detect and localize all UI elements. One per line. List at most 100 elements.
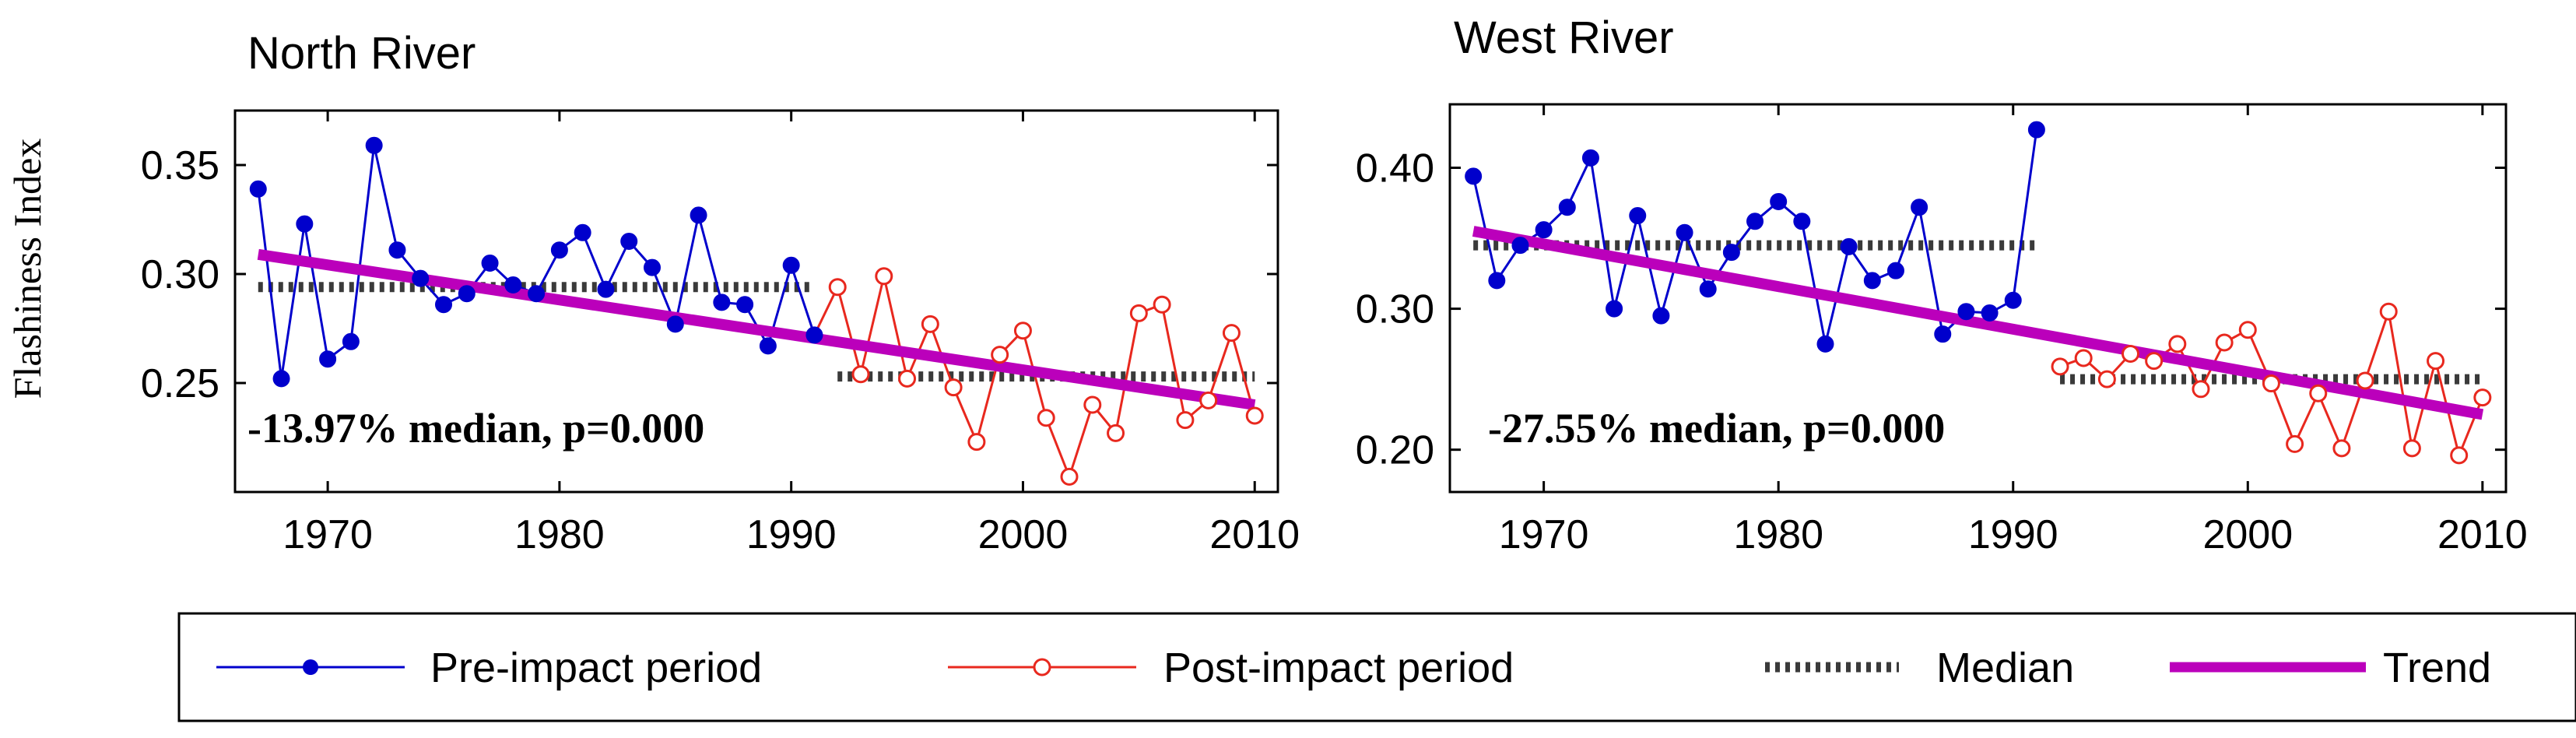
post-impact-point bbox=[2427, 352, 2445, 371]
post-impact-point bbox=[1153, 295, 1171, 314]
post-impact-point bbox=[2168, 335, 2187, 353]
pre-impact-point bbox=[388, 241, 406, 259]
x-tick-label: 1990 bbox=[1968, 512, 2058, 557]
y-axis-label: Flashiness Index bbox=[5, 139, 49, 399]
post-impact-point bbox=[2074, 349, 2093, 367]
post-impact-point bbox=[2262, 374, 2280, 393]
pre-impact-point bbox=[1722, 244, 1740, 262]
legend-item-trend: Trend bbox=[2170, 645, 2491, 691]
post-impact-point bbox=[851, 365, 870, 384]
post-impact-point bbox=[1083, 395, 1102, 414]
x-tick-label: 2000 bbox=[2202, 512, 2293, 557]
pre-impact-point bbox=[1886, 262, 1904, 279]
post-impact-point bbox=[1176, 411, 1195, 430]
pre-impact-point bbox=[644, 258, 661, 276]
post-impact-point bbox=[1060, 467, 1079, 486]
x-tick-label: 2010 bbox=[1209, 512, 1300, 557]
pre-impact-point bbox=[2004, 291, 2022, 309]
x-tick-label: 2010 bbox=[2437, 512, 2528, 557]
post-impact-point bbox=[967, 433, 986, 452]
pre-impact-point bbox=[504, 276, 522, 293]
pre-impact-point bbox=[1511, 237, 1529, 255]
pre-impact-point bbox=[1770, 192, 1788, 210]
legend-pre-impact-label: Pre-impact period bbox=[430, 645, 762, 691]
x-tick-label: 1990 bbox=[746, 512, 837, 557]
pre-impact-point bbox=[1652, 307, 1670, 325]
pre-impact-point bbox=[1488, 272, 1506, 290]
pre-impact-point bbox=[412, 269, 430, 287]
x-tick-label: 1980 bbox=[1733, 512, 1823, 557]
pre-impact-point bbox=[528, 285, 546, 303]
post-impact-point bbox=[2450, 446, 2469, 465]
pre-impact-point bbox=[690, 206, 707, 224]
post-impact-point bbox=[944, 378, 963, 397]
post-impact-point bbox=[2379, 302, 2398, 321]
post-impact-point bbox=[2332, 439, 2351, 458]
pre-impact-point bbox=[1793, 213, 1811, 230]
pre-impact-point bbox=[1535, 221, 1553, 239]
pre-impact-point bbox=[1676, 223, 1693, 241]
pre-impact-point bbox=[1558, 199, 1576, 216]
legend: Pre-impact period Post-impact period Med… bbox=[177, 612, 2576, 722]
post-impact-point bbox=[2356, 371, 2374, 390]
x-tick-label: 1980 bbox=[514, 512, 605, 557]
legend-trend-label: Trend bbox=[2383, 645, 2491, 691]
pre-impact-point bbox=[736, 296, 754, 314]
legend-item-pre-impact: Pre-impact period bbox=[216, 645, 762, 691]
post-impact-point bbox=[875, 267, 893, 286]
pre-impact-point bbox=[1911, 199, 1928, 216]
panel-west-river: West River 1970 1980 1990 2000 2010 0.20 0.30 0.… bbox=[1356, 12, 2528, 557]
post-impact-point bbox=[1129, 304, 1148, 322]
pre-impact-point bbox=[1606, 300, 1623, 318]
pre-impact-point bbox=[782, 256, 800, 274]
post-impact-point bbox=[991, 346, 1009, 364]
post-impact-point bbox=[2097, 370, 2116, 388]
x-tick-label: 2000 bbox=[978, 512, 1069, 557]
pre-impact-point bbox=[620, 233, 638, 250]
pre-impact-point bbox=[2027, 121, 2045, 139]
legend-post-impact-marker bbox=[1033, 658, 1051, 676]
legend-pre-impact-marker bbox=[303, 659, 318, 675]
post-impact-point bbox=[1013, 322, 1032, 340]
pre-impact-point bbox=[1699, 280, 1717, 298]
pre-impact-point bbox=[458, 285, 476, 303]
pre-impact-point bbox=[249, 180, 267, 198]
post-impact-point bbox=[1199, 391, 1218, 409]
post-impact-point bbox=[1222, 324, 1241, 343]
legend-item-median: Median bbox=[1765, 645, 2074, 691]
legend-post-impact-label: Post-impact period bbox=[1163, 645, 1514, 691]
post-impact-point bbox=[828, 278, 847, 297]
post-impact-point bbox=[1245, 406, 1264, 425]
y-tick-label: 0.40 bbox=[1356, 146, 1434, 191]
post-impact-point bbox=[2286, 434, 2304, 453]
post-impact-point bbox=[1037, 409, 1055, 427]
pre-impact-point bbox=[1934, 325, 1952, 343]
pre-impact-point bbox=[805, 326, 823, 344]
legend-median-label: Median bbox=[1936, 645, 2074, 691]
post-impact-point bbox=[2309, 384, 2328, 402]
y-tick-label: 0.20 bbox=[1356, 428, 1434, 473]
pre-impact-point bbox=[296, 215, 314, 233]
pre-impact-point bbox=[1863, 272, 1881, 290]
stats-annotation: -13.97% median, p=0.000 bbox=[247, 405, 704, 452]
panel-north-river: North River 1970 1980 1990 2000 2010 0.25 0.30 0… bbox=[141, 28, 1300, 557]
post-impact-point bbox=[2145, 352, 2164, 371]
pre-impact-point bbox=[597, 280, 615, 298]
pre-impact-point bbox=[481, 255, 499, 272]
post-impact-point bbox=[2402, 439, 2421, 458]
chart-title: North River bbox=[247, 28, 476, 79]
pre-impact-point bbox=[1629, 207, 1647, 225]
x-tick-label: 1970 bbox=[1499, 512, 1589, 557]
post-impact-point bbox=[2215, 333, 2234, 352]
pre-impact-point bbox=[319, 350, 337, 368]
pre-impact-point bbox=[550, 241, 568, 259]
post-impact-point bbox=[921, 315, 939, 333]
pre-impact-point bbox=[435, 296, 452, 314]
post-impact-point bbox=[2192, 380, 2210, 399]
post-impact-point bbox=[2051, 357, 2069, 376]
pre-impact-point bbox=[1957, 303, 1975, 321]
trend-line bbox=[257, 248, 1256, 410]
pre-impact-point bbox=[574, 223, 591, 241]
pre-impact-point bbox=[713, 293, 731, 311]
